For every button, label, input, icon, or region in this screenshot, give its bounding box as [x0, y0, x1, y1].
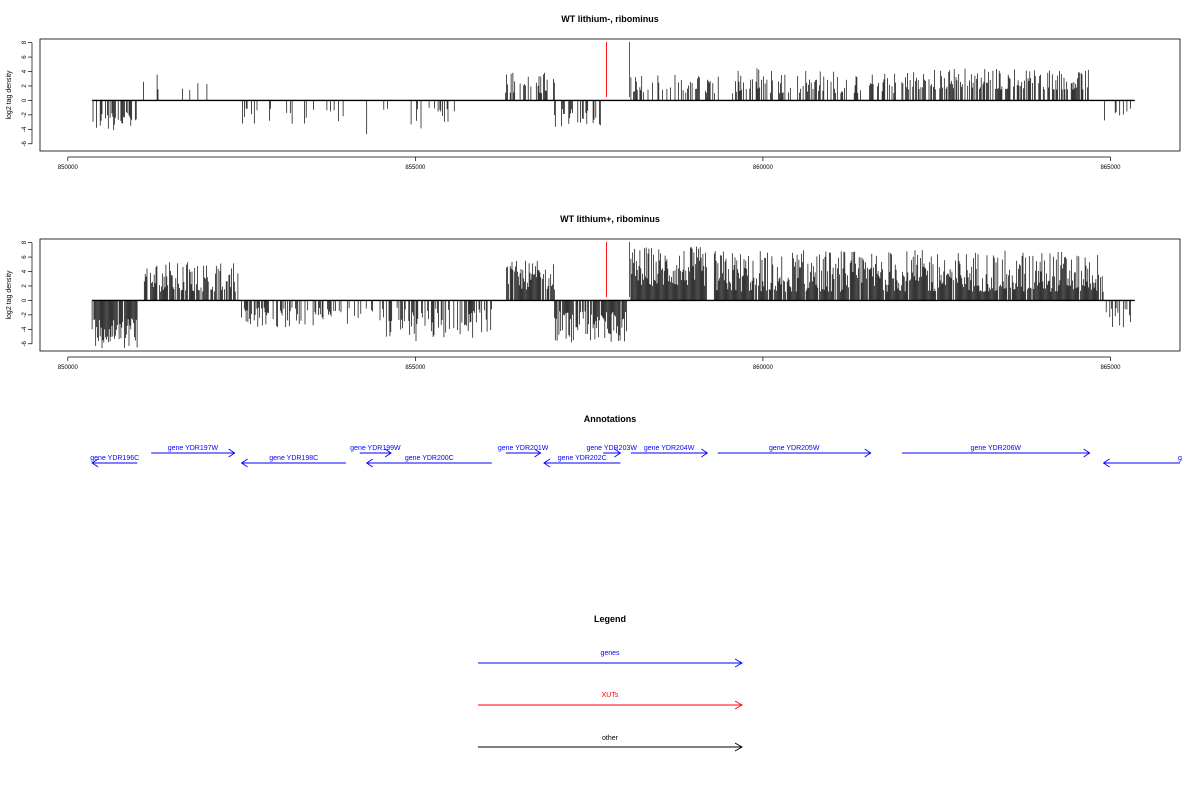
y-tick-label: 4	[22, 269, 28, 273]
density-bars	[91, 246, 1135, 349]
gene-label: gene YDR206W	[971, 445, 1022, 452]
y-axis-label: log2 tag density	[6, 270, 13, 320]
arrow-head-icon	[1102, 458, 1110, 468]
y-tick-label: -4	[22, 126, 28, 132]
arrow-head-icon	[701, 448, 709, 458]
gene-label: gene YDR199W	[350, 445, 401, 452]
gene-annotation: gene YDR200C	[365, 455, 492, 468]
arrow-head-icon	[614, 448, 622, 458]
gene-annotation: g	[1102, 455, 1182, 468]
y-tick-label: 6	[22, 55, 28, 59]
y-tick-label: 8	[22, 240, 28, 244]
legend-label: XUTs	[602, 692, 619, 699]
arrow-head-icon	[734, 658, 743, 668]
x-tick-label: 865000	[1100, 365, 1121, 371]
axes: -6 -4 -2 0 2 4 6 8 850000 855000 860000 865000	[22, 240, 1121, 371]
gene-label: g	[1178, 455, 1182, 462]
panel-title: WT lithium+, ribominus	[560, 214, 660, 224]
gene-label: gene YDR205W	[769, 445, 820, 452]
legend-label: other	[602, 735, 619, 742]
plot-frame	[39, 38, 1181, 152]
y-tick-label: -6	[22, 140, 28, 146]
gene-label: gene YDR202C	[558, 455, 607, 462]
y-tick-label: 6	[22, 255, 28, 259]
panel-lithium-plus: WT lithium+, ribominus log2 tag density …	[6, 214, 1181, 371]
gene-annotation: gene YDR203W	[587, 445, 638, 458]
y-tick-label: 0	[22, 298, 28, 302]
y-tick-label: -6	[22, 340, 28, 346]
gene-arrows: gene YDR196C gene YDR197W gene YDR198C gene…	[90, 445, 1182, 468]
gene-label: gene YDR198C	[269, 455, 318, 462]
arrow-head-icon	[365, 458, 373, 468]
gene-annotation: gene YDR197W	[151, 445, 236, 458]
arrow-head-icon	[534, 448, 542, 458]
legend-item-other: other	[478, 735, 743, 752]
y-tick-label: 4	[22, 69, 28, 73]
arrow-head-icon	[228, 448, 236, 458]
legend-title: Legend	[594, 614, 626, 624]
gene-label: gene YDR203W	[587, 445, 638, 452]
x-tick-label: 850000	[58, 365, 79, 371]
panel-title: WT lithium-, ribominus	[561, 14, 659, 24]
y-axis-label: log2 tag density	[6, 70, 13, 120]
axes: -6 -4 -2 0 2 4 6 8 850000 855000 860000 865000	[22, 40, 1121, 171]
arrow-head-icon	[1083, 448, 1091, 458]
gene-annotation: gene YDR206W	[901, 445, 1091, 458]
x-tick-label: 855000	[405, 365, 426, 371]
y-tick-label: -2	[22, 312, 28, 318]
gene-annotation: gene YDR204W	[630, 445, 709, 458]
plot-frame	[39, 238, 1181, 352]
gene-annotation: gene YDR198C	[240, 455, 346, 468]
arrow-head-icon	[734, 742, 743, 752]
annotations-title: Annotations	[584, 414, 637, 424]
arrow-head-icon	[734, 700, 743, 710]
gene-annotation: gene YDR199W	[350, 445, 401, 458]
gene-label: gene YDR201W	[498, 445, 549, 452]
x-tick-label: 865000	[1100, 165, 1121, 171]
arrow-head-icon	[240, 458, 248, 468]
y-tick-label: -4	[22, 326, 28, 332]
arrow-head-icon	[91, 458, 99, 468]
arrow-head-icon	[864, 448, 872, 458]
y-tick-label: -2	[22, 112, 28, 118]
gene-label: gene YDR196C	[90, 455, 139, 462]
gene-label: gene YDR200C	[405, 455, 454, 462]
gene-label: gene YDR197W	[168, 445, 219, 452]
y-tick-label: 8	[22, 40, 28, 44]
gene-label: gene YDR204W	[644, 445, 695, 452]
y-tick-label: 0	[22, 98, 28, 102]
y-tick-label: 2	[22, 284, 28, 288]
x-tick-label: 850000	[58, 165, 79, 171]
legend-item-genes: genes	[478, 650, 743, 668]
arrow-head-icon	[384, 448, 392, 458]
gene-annotation: gene YDR205W	[717, 445, 872, 458]
arrow-head-icon	[543, 458, 551, 468]
gene-annotation: gene YDR202C	[543, 455, 621, 468]
x-tick-label: 855000	[405, 165, 426, 171]
x-tick-label: 860000	[753, 165, 774, 171]
xut-markers	[606, 42, 630, 97]
panel-lithium-minus: WT lithium-, ribominus log2 tag density …	[6, 14, 1181, 171]
legend: Legend genes XUTs other	[478, 614, 743, 752]
density-bars	[92, 68, 1135, 135]
gene-annotation: gene YDR201W	[498, 445, 549, 458]
y-tick-label: 2	[22, 84, 28, 88]
legend-item-xuts: XUTs	[478, 692, 743, 710]
gene-annotation: gene YDR196C	[90, 455, 139, 468]
xut-markers	[606, 242, 630, 297]
legend-label: genes	[600, 650, 620, 657]
x-tick-label: 860000	[753, 365, 774, 371]
